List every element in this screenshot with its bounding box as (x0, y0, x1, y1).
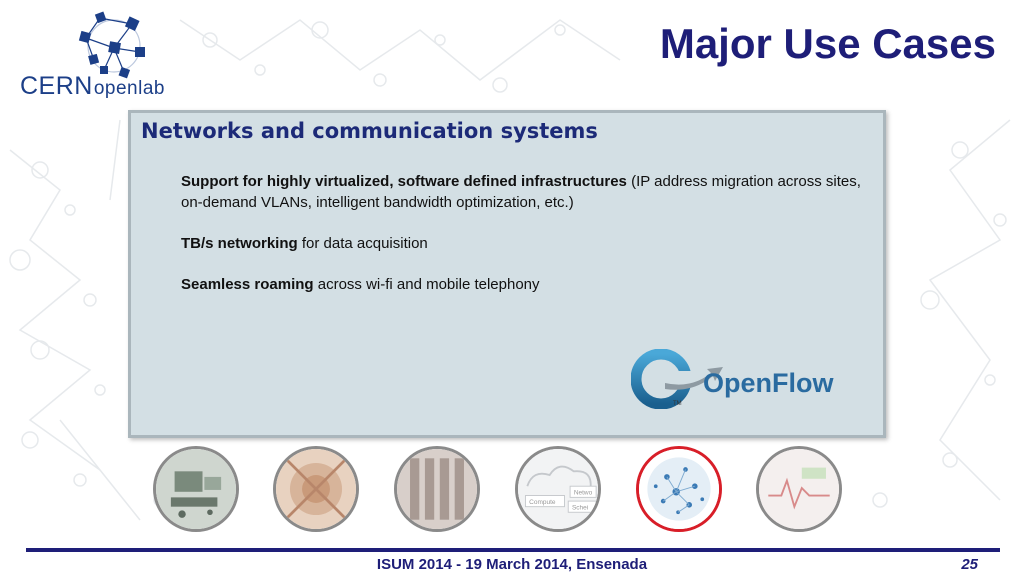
bullet-item: TB/s networking for data acquisition (181, 233, 881, 254)
bullet-bold: Support for highly virtualized, software… (181, 173, 627, 190)
bullet-bold: Seamless roaming (181, 276, 314, 293)
thumb-label-scheduler: Schei (572, 504, 588, 511)
content-panel: Networks and communication systems Suppo… (128, 110, 886, 438)
circuit-board-icon (156, 449, 236, 529)
panel-heading: Networks and communication systems (141, 119, 598, 143)
network-globe-thumbnail[interactable] (636, 446, 722, 532)
cern-openlab-logo-graphic (78, 11, 145, 79)
openflow-label: OpenFlow (703, 368, 834, 398)
bullet-item: Support for highly virtualized, software… (181, 171, 881, 213)
server-rack-icon (397, 449, 477, 529)
medical-chart-icon (759, 449, 839, 529)
cloud-diagram-thumbnail[interactable]: Compute Netwo Schei (515, 446, 601, 532)
footer-text: ISUM 2014 - 19 March 2014, Ensenada (376, 556, 648, 573)
detector-icon (276, 449, 356, 529)
bullet-text: across wi-fi and mobile telephony (313, 276, 540, 293)
bullet-list: Support for highly virtualized, software… (181, 171, 881, 315)
footer-divider (26, 548, 1000, 552)
network-globe-icon (639, 449, 719, 529)
thumb-label-compute: Compute (529, 499, 556, 506)
detector-thumbnail[interactable] (273, 446, 359, 532)
medical-chart-thumbnail[interactable] (756, 446, 842, 532)
page-number: 25 (961, 556, 978, 573)
openflow-tm: TM (673, 401, 682, 407)
use-case-thumbnails: Compute Netwo Schei (150, 446, 850, 542)
logo-name: CERN (20, 72, 93, 100)
thumb-label-network: Netwo (574, 490, 593, 497)
openflow-logo: TM OpenFlow (631, 349, 834, 409)
bullet-item: Seamless roaming across wi-fi and mobile… (181, 274, 881, 295)
bullet-text: for data acquisition (297, 235, 428, 252)
server-rack-thumbnail[interactable] (394, 446, 480, 532)
logo-sub: openlab (93, 78, 165, 99)
cern-openlab-logo: CERNopenlab (20, 72, 165, 101)
circuit-board-thumbnail[interactable] (153, 446, 239, 532)
cloud-diagram-icon: Compute Netwo Schei (518, 449, 598, 529)
slide-title: Major Use Cases (659, 20, 996, 67)
bullet-bold: TB/s networking (181, 235, 298, 252)
bullet-text: (IP address migration across sites, on-d… (181, 173, 861, 211)
